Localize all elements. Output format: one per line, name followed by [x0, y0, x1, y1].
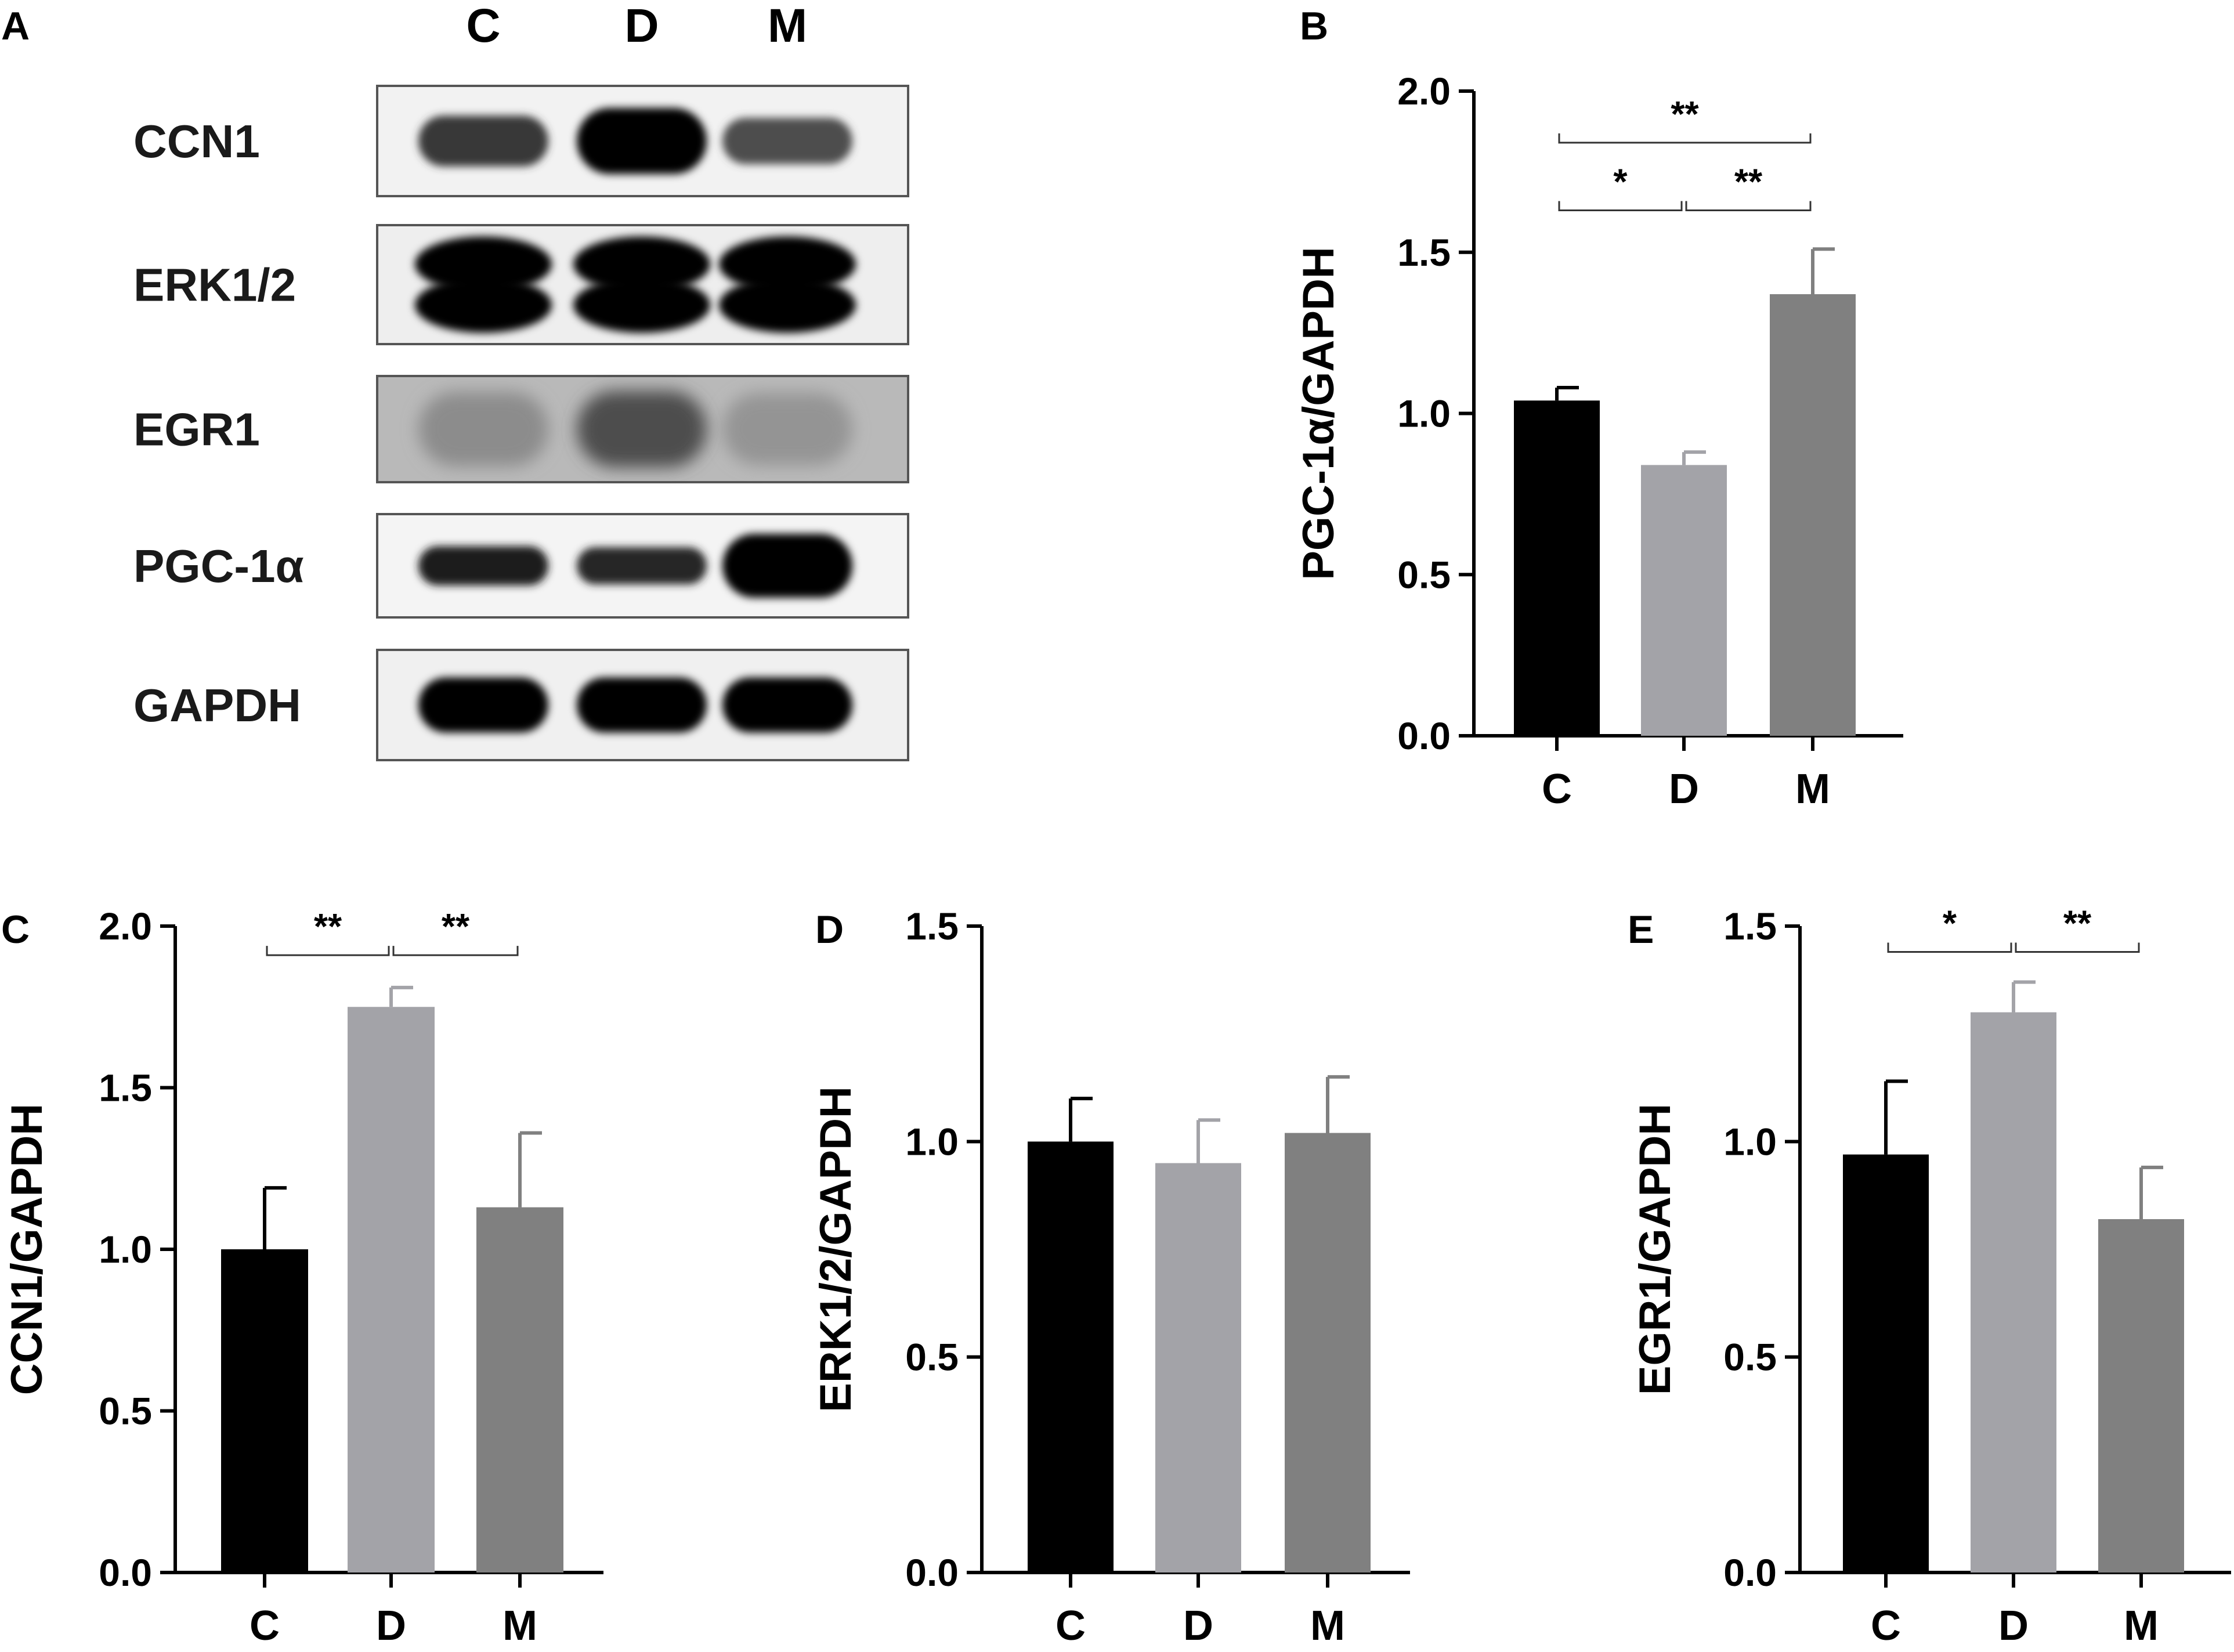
- x-tick-label-d: D: [376, 1603, 406, 1649]
- x-tick-label-c: C: [1871, 1603, 1901, 1649]
- blot-band-pgc-1-c: [418, 546, 548, 585]
- blot-band-gapdh-d: [577, 677, 707, 733]
- protein-label-erk1-2: ERK1/2: [133, 259, 296, 311]
- chart-panel-c: C 0.0 0.5 1.0 1.5 2.0 CCN1/GAPDH C D M ** **: [1, 905, 603, 1649]
- x-tick-label-d: D: [1669, 766, 1699, 812]
- significance-label: **: [442, 907, 470, 947]
- significance-bracket: [1887, 942, 2012, 953]
- protein-label-pgc-1: PGC-1α: [133, 540, 304, 592]
- panel-letter-b: B: [1300, 4, 1328, 48]
- significance-bracket: [266, 946, 390, 956]
- y-tick-label: 1.0: [99, 1228, 152, 1271]
- bar-c: [1028, 1141, 1114, 1573]
- y-tick-label: 1.5: [1723, 905, 1777, 948]
- x-tick-label-m: M: [503, 1603, 537, 1649]
- blot-band-ccn1-m: [722, 118, 852, 164]
- western-blot-panel: A C D M CCN1 ERK1/2 EGR1 PGC-1α GAPDH: [1, 0, 909, 761]
- blot-band-ccn1-d: [577, 108, 707, 174]
- y-tick-label: 2.0: [1397, 70, 1451, 113]
- significance-label: **: [1734, 162, 1763, 203]
- y-axis-title: CCN1/GAPDH: [2, 1104, 52, 1396]
- panel-letter-e: E: [1628, 908, 1654, 952]
- x-tick-label-d: D: [1998, 1603, 2029, 1649]
- y-axis-title: EGR1/GAPDH: [1631, 1104, 1680, 1396]
- bar-m: [1770, 294, 1856, 736]
- blot-band-erk1-2-m-lower: [719, 277, 856, 333]
- bar-d: [348, 1007, 435, 1573]
- y-tick-label: 2.0: [99, 905, 152, 948]
- bar-c: [221, 1249, 308, 1573]
- lane-label-c: C: [466, 0, 500, 52]
- blot-band-erk1-2-c-upper: [415, 236, 552, 292]
- blot-band-erk1-2-c-lower: [415, 277, 552, 333]
- bar-d: [1971, 1012, 2056, 1573]
- bar-d: [1641, 465, 1727, 736]
- protein-label-egr1: EGR1: [133, 404, 260, 456]
- lane-label-m: M: [768, 0, 807, 52]
- bar-m: [476, 1207, 563, 1573]
- bar-d: [1155, 1163, 1241, 1573]
- blot-band-pgc-1-m: [722, 533, 852, 598]
- y-tick-label: 0.5: [1397, 553, 1451, 596]
- significance-label: *: [1943, 904, 1957, 944]
- significance-label: **: [2063, 904, 2092, 944]
- significance-label: **: [314, 907, 342, 947]
- x-tick-label-m: M: [1310, 1603, 1345, 1649]
- blot-band-ccn1-c: [418, 115, 548, 167]
- y-tick-label: 0.0: [99, 1551, 152, 1594]
- panel-letter-d: D: [815, 908, 844, 952]
- significance-bracket: [2015, 942, 2140, 953]
- blot-band-egr1-m: [722, 393, 852, 465]
- blot-band-gapdh-c: [418, 677, 548, 733]
- y-tick-label: 0.5: [99, 1390, 152, 1433]
- y-tick-label: 0.5: [905, 1336, 959, 1379]
- y-tick-label: 1.0: [905, 1120, 959, 1163]
- bar-c: [1514, 400, 1600, 736]
- significance-label: **: [1671, 95, 1699, 135]
- protein-label-gapdh: GAPDH: [133, 679, 301, 731]
- blot-band-erk1-2-m-upper: [719, 236, 856, 292]
- y-tick-label: 1.5: [905, 905, 959, 948]
- panel-letter-a: A: [1, 4, 30, 48]
- significance-bracket: [1558, 133, 1812, 144]
- bar-m: [1285, 1133, 1371, 1573]
- y-tick-label: 0.0: [1397, 714, 1451, 757]
- blot-band-egr1-d: [577, 391, 707, 468]
- y-tick-label: 1.5: [99, 1067, 152, 1109]
- significance-bracket: [1685, 201, 1812, 212]
- chart-panel-d: D 0.0 0.5 1.0 1.5 ERK1/2/GAPDH C D M: [811, 905, 1410, 1649]
- panel-letter-c: C: [1, 908, 30, 952]
- x-tick-label-m: M: [2124, 1603, 2159, 1649]
- y-tick-label: 0.5: [1723, 1336, 1777, 1379]
- bar-m: [2098, 1219, 2184, 1573]
- y-tick-label: 1.5: [1397, 231, 1451, 274]
- x-tick-label-c: C: [1542, 766, 1572, 812]
- y-tick-label: 1.0: [1723, 1120, 1777, 1163]
- y-tick-label: 1.0: [1397, 392, 1451, 435]
- x-tick-label-c: C: [250, 1603, 280, 1649]
- x-tick-label-d: D: [1183, 1603, 1213, 1649]
- significance-bracket: [1558, 201, 1683, 212]
- x-tick-label-c: C: [1055, 1603, 1086, 1649]
- blot-band-pgc-1-d: [577, 547, 707, 585]
- blot-band-gapdh-m: [722, 677, 852, 733]
- blot-band-egr1-c: [418, 392, 548, 467]
- x-tick-label-m: M: [1795, 766, 1830, 812]
- y-tick-label: 0.0: [1723, 1551, 1777, 1594]
- bar-c: [1843, 1154, 1929, 1573]
- blot-band-erk1-2-d-upper: [573, 236, 710, 292]
- y-axis-title: PGC-1α/GAPDH: [1294, 247, 1343, 580]
- significance-bracket: [392, 946, 519, 956]
- y-tick-label: 0.0: [905, 1551, 959, 1594]
- significance-label: *: [1613, 162, 1628, 203]
- y-axis-title: ERK1/2/GAPDH: [811, 1086, 861, 1412]
- lane-label-d: D: [624, 0, 659, 52]
- protein-label-ccn1: CCN1: [133, 115, 260, 167]
- blot-band-erk1-2-d-lower: [573, 277, 710, 333]
